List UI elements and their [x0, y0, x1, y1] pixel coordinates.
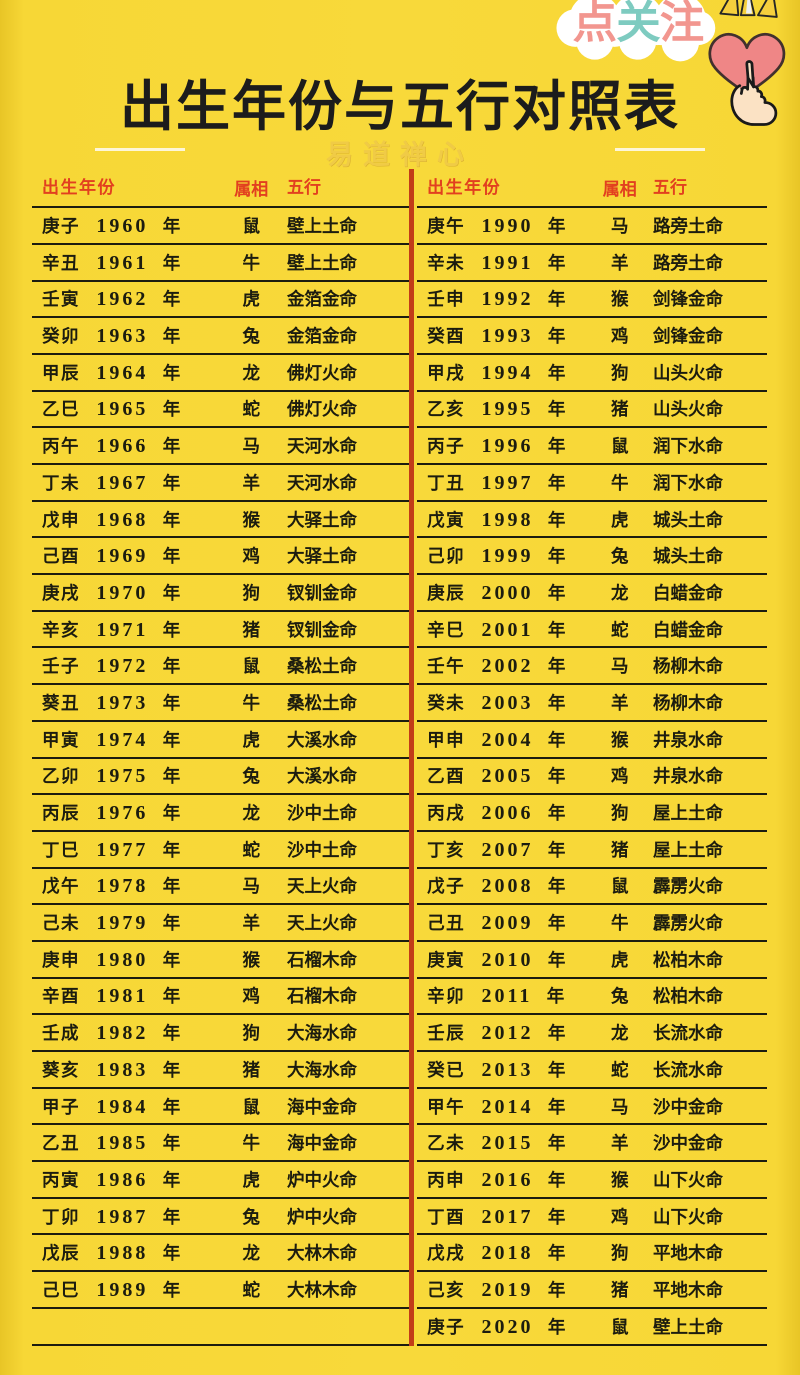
svg-text:关: 关 — [616, 0, 660, 47]
svg-text:注: 注 — [660, 0, 704, 47]
svg-text:点: 点 — [573, 0, 617, 47]
